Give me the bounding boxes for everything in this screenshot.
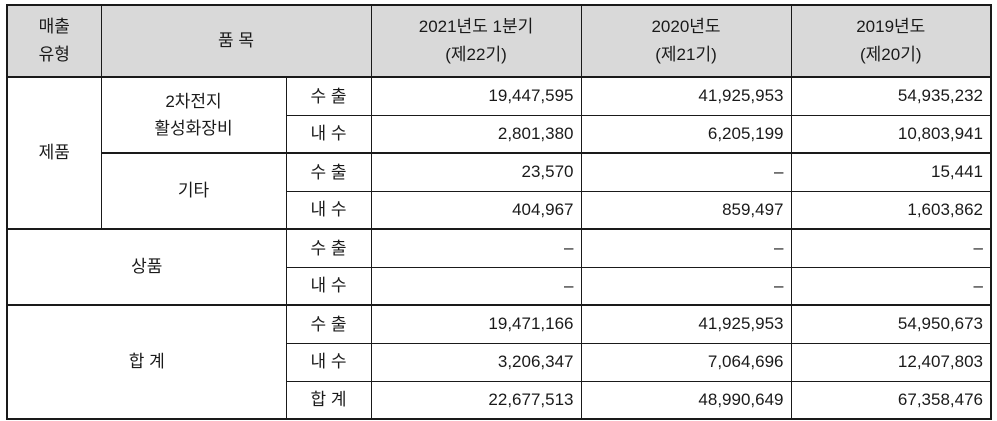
- value-2021: –: [370, 266, 582, 306]
- cell-group-merchandise: 상품: [6, 228, 287, 306]
- row-product-etc-domestic: 내 수 404,967 859,497 1,603,862: [7, 190, 992, 230]
- cell-channel-domestic: 내 수: [285, 190, 372, 230]
- value-2021: 19,471,166: [370, 304, 582, 344]
- header-row: 매출 유형 품 목 2021년도 1분기 (제22기) 2020년도 (제21기…: [6, 4, 992, 78]
- cell-channel-export: 수 출: [285, 228, 372, 268]
- value-2021: 404,967: [370, 190, 582, 230]
- row-merchandise-export: 상품 수 출 – – –: [6, 228, 992, 306]
- value-2020: 859,497: [580, 190, 792, 230]
- value-2020: 41,925,953: [580, 76, 792, 116]
- value-2019: 54,935,232: [790, 76, 992, 116]
- value-2020: –: [580, 152, 792, 192]
- header-cell-sales-type: 매출 유형: [6, 4, 102, 78]
- header-cell-item: 품 목: [100, 4, 372, 78]
- row-total-sum: 합 계 22,677,513 48,990,649 67,358,476: [7, 380, 992, 420]
- value-2020: 48,990,649: [580, 380, 792, 420]
- cell-channel-sum: 합 계: [285, 380, 372, 420]
- cell-channel-export: 수 출: [285, 76, 372, 116]
- cell-item-battery-equipment: 2차전지 활성화장비: [100, 76, 287, 154]
- row-product-etc-export: 기타 수 출 23,570 – 15,441: [7, 152, 992, 230]
- value-2020: –: [580, 266, 792, 306]
- value-2019: 67,358,476: [790, 380, 992, 420]
- sales-by-type-table-container: 매출 유형 품 목 2021년도 1분기 (제22기) 2020년도 (제21기…: [6, 4, 993, 420]
- value-2021: 3,206,347: [370, 342, 582, 382]
- sales-by-type-table: 매출 유형 품 목 2021년도 1분기 (제22기) 2020년도 (제21기…: [6, 4, 993, 420]
- cell-channel-domestic: 내 수: [285, 266, 372, 306]
- row-product-battery-export: 제품 2차전지 활성화장비 수 출 19,447,595 41,925,953 …: [6, 76, 992, 230]
- value-2021: 22,677,513: [370, 380, 582, 420]
- header-cell-period-2020: 2020년도 (제21기): [580, 4, 792, 78]
- value-2019: 15,441: [790, 152, 992, 192]
- value-2019: 54,950,673: [790, 304, 992, 344]
- row-merchandise-domestic: 내 수 – – –: [7, 266, 992, 306]
- cell-group-total: 합 계: [6, 304, 287, 420]
- cell-channel-domestic: 내 수: [285, 114, 372, 154]
- value-2019: 12,407,803: [790, 342, 992, 382]
- value-2019: –: [790, 228, 992, 268]
- cell-sales-type-product: 제품: [6, 76, 102, 230]
- value-2021: 19,447,595: [370, 76, 582, 116]
- value-2020: –: [580, 228, 792, 268]
- value-2020: 7,064,696: [580, 342, 792, 382]
- cell-item-etc: 기타: [100, 152, 287, 230]
- value-2021: 23,570: [370, 152, 582, 192]
- cell-channel-domestic: 내 수: [285, 342, 372, 382]
- value-2019: –: [790, 266, 992, 306]
- value-2020: 6,205,199: [580, 114, 792, 154]
- row-product-battery-domestic: 내 수 2,801,380 6,205,199 10,803,941: [7, 114, 992, 154]
- row-total-export: 합 계 수 출 19,471,166 41,925,953 54,950,673: [6, 304, 992, 420]
- value-2020: 41,925,953: [580, 304, 792, 344]
- cell-channel-export: 수 출: [285, 304, 372, 344]
- cell-channel-export: 수 출: [285, 152, 372, 192]
- row-total-domestic: 내 수 3,206,347 7,064,696 12,407,803: [7, 342, 992, 382]
- header-cell-period-2021: 2021년도 1분기 (제22기): [370, 4, 582, 78]
- value-2021: 2,801,380: [370, 114, 582, 154]
- header-cell-period-2019: 2019년도 (제20기): [790, 4, 992, 78]
- value-2019: 1,603,862: [790, 190, 992, 230]
- value-2019: 10,803,941: [790, 114, 992, 154]
- value-2021: –: [370, 228, 582, 268]
